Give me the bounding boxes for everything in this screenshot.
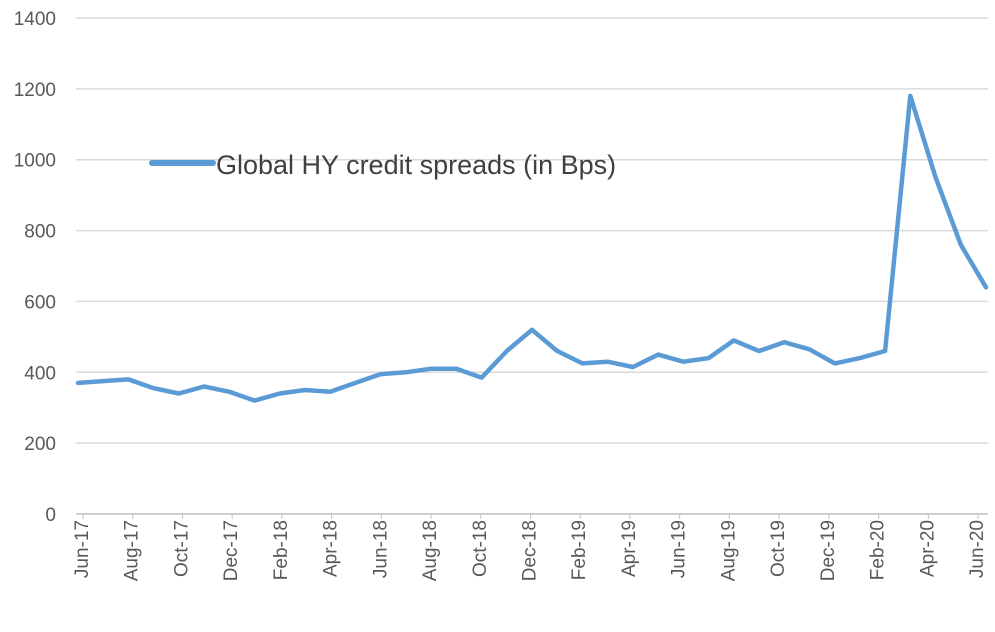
x-tick-label: Oct-18 bbox=[470, 520, 491, 577]
x-tick-label: Aug-19 bbox=[718, 520, 739, 581]
x-tick-label: Jun-18 bbox=[370, 520, 391, 578]
x-tick-label: Apr-20 bbox=[917, 520, 938, 577]
y-tick-label: 600 bbox=[24, 292, 56, 313]
series-line bbox=[75, 93, 989, 403]
x-tick-label: Dec-19 bbox=[818, 520, 839, 581]
x-tick-label: Dec-18 bbox=[520, 520, 541, 581]
x-tick-label: Oct-19 bbox=[768, 520, 789, 577]
series-layer bbox=[75, 93, 989, 403]
y-tick-label: 1400 bbox=[14, 9, 56, 30]
x-tick-label: Feb-18 bbox=[271, 520, 292, 580]
x-tick-label: Aug-18 bbox=[420, 520, 441, 581]
y-tick-label: 1000 bbox=[14, 151, 56, 172]
legend: Global HY credit spreads (in Bps) bbox=[149, 150, 616, 180]
x-tick-label: Dec-17 bbox=[221, 520, 242, 581]
x-tick-label: Jun-19 bbox=[669, 520, 690, 578]
x-tick-label: Apr-19 bbox=[619, 520, 640, 577]
y-tick-label: 200 bbox=[24, 434, 56, 455]
x-tick-label: Apr-18 bbox=[321, 520, 342, 577]
x-axis-ticks: Jun-17 Aug-17 Oct-17 Dec-17 Feb-18 Apr-18 Jun-… bbox=[72, 520, 988, 581]
legend-label: Global HY credit spreads (in Bps) bbox=[216, 150, 616, 180]
x-tick-label: Oct-17 bbox=[171, 520, 192, 577]
x-tick-label: Jun-20 bbox=[967, 520, 988, 578]
gridlines bbox=[76, 17, 988, 444]
y-tick-label: 800 bbox=[24, 222, 56, 243]
x-tick-label: Aug-17 bbox=[122, 520, 143, 581]
x-tick-label: Jun-17 bbox=[72, 520, 93, 578]
y-tick-label: 0 bbox=[45, 505, 56, 526]
y-tick-label: 1200 bbox=[14, 80, 56, 101]
x-axis bbox=[76, 513, 988, 519]
y-tick-label: 400 bbox=[24, 363, 56, 384]
y-axis-ticks: 0 200 400 600 800 1000 1200 1400 bbox=[14, 9, 56, 526]
x-tick-label: Feb-19 bbox=[569, 520, 590, 580]
x-tick-label: Feb-20 bbox=[868, 520, 889, 580]
